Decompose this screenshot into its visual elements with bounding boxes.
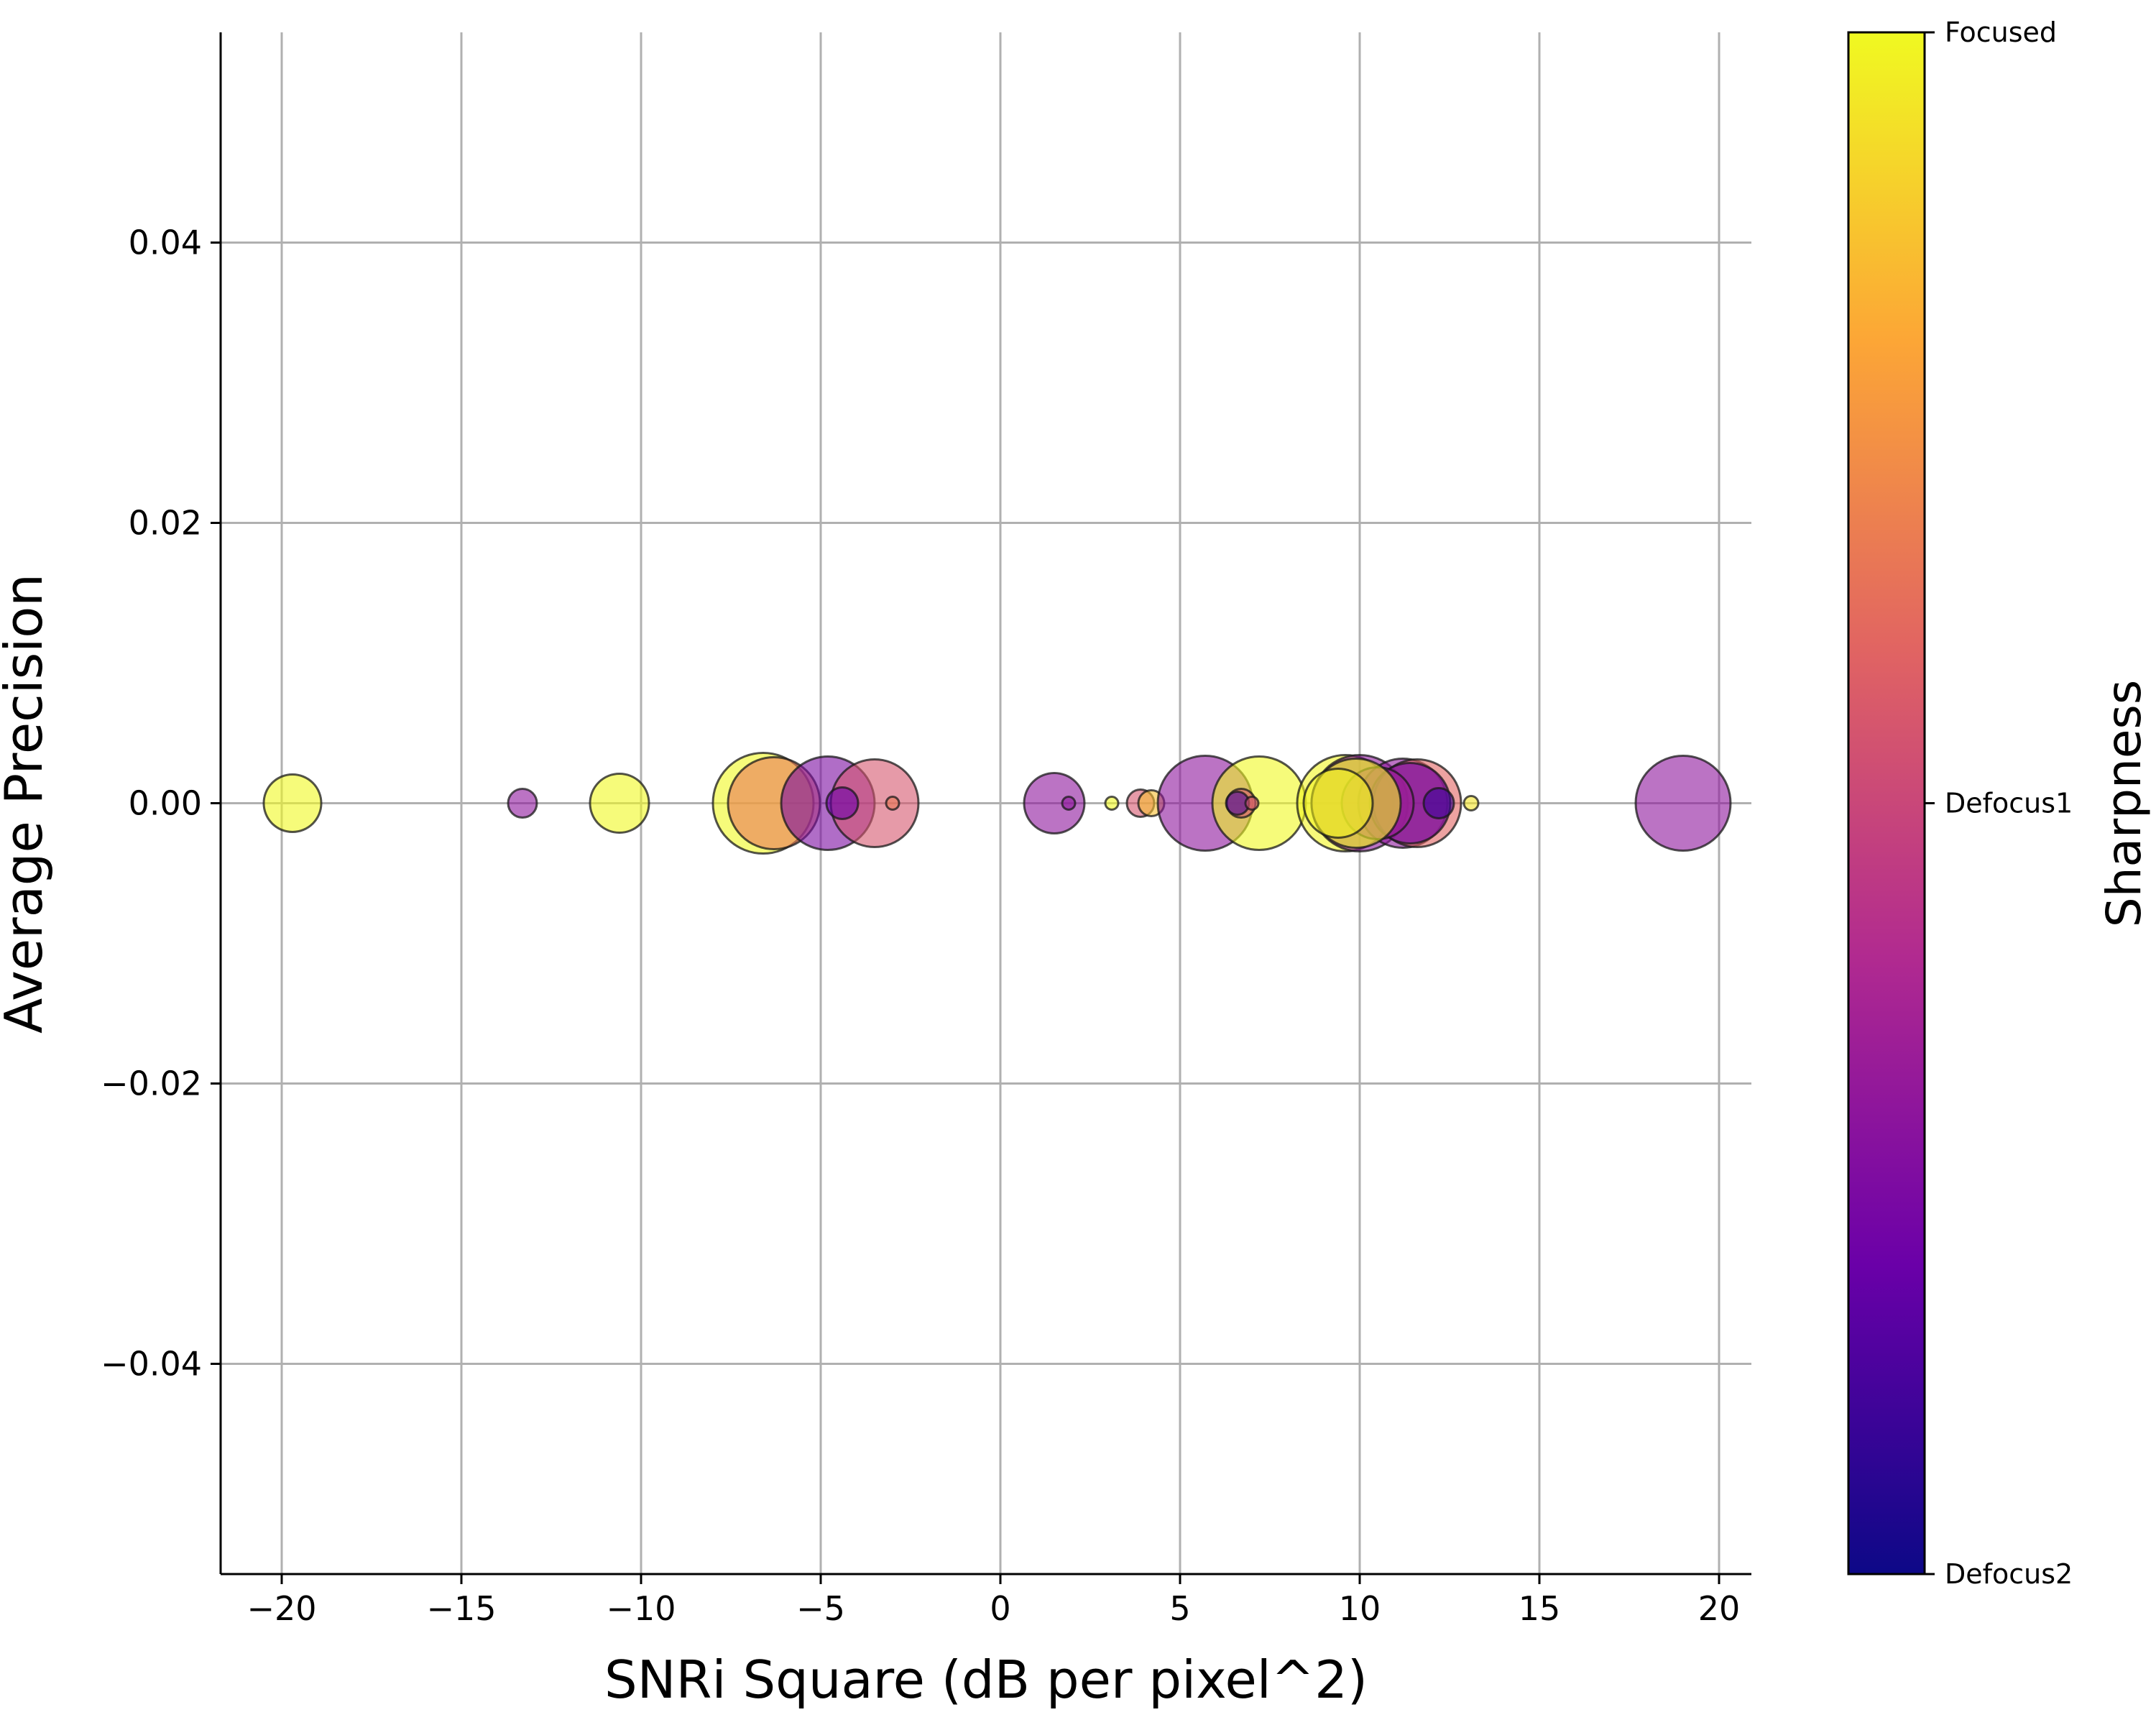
- scatter-point: [507, 788, 538, 819]
- x-tick-label: −5: [796, 1589, 845, 1628]
- colorbar: [1847, 31, 1926, 1576]
- scatter-point: [1302, 768, 1374, 839]
- y-axis-title: Average Precision: [0, 574, 54, 1034]
- scatter-point: [1244, 796, 1260, 811]
- x-tick-label: 15: [1519, 1589, 1561, 1628]
- y-tick-label: 0.04: [129, 224, 202, 262]
- scatter-point: [1634, 755, 1732, 852]
- scatter-point: [589, 773, 650, 834]
- x-tick-label: −15: [426, 1589, 496, 1628]
- scatter-point: [1422, 787, 1455, 819]
- x-tick-label: 20: [1698, 1589, 1741, 1628]
- scatter-point: [885, 796, 900, 811]
- axis-ticks: −20 −15 −10 −5 0 5 10 15 20 0.04 0.02 0.00 −0.02 −0.0…: [101, 224, 1740, 1629]
- x-tick-label: 0: [990, 1589, 1010, 1628]
- scatter-point: [1061, 796, 1077, 811]
- x-tick-label: −20: [247, 1589, 316, 1628]
- colorbar-tick-label: Defocus2: [1945, 1558, 2073, 1590]
- y-tick-label: −0.02: [101, 1064, 202, 1103]
- y-tick-label: −0.04: [101, 1345, 202, 1384]
- x-tick-label: 5: [1169, 1589, 1190, 1628]
- x-tick-label: 10: [1339, 1589, 1381, 1628]
- scatter-point: [1462, 795, 1480, 811]
- scatter-point: [1023, 772, 1086, 834]
- colorbar-tick-label: Defocus1: [1945, 788, 2073, 819]
- data-points: [262, 752, 1732, 855]
- x-axis-title: SNRi Square (dB per pixel^2): [604, 1650, 1368, 1710]
- grid-lines: [221, 32, 1751, 1574]
- y-tick-label: 0.02: [129, 504, 202, 543]
- colorbar-ticks: Defocus2 Defocus1 Focused: [1925, 17, 2073, 1590]
- y-tick-label: 0.00: [129, 784, 202, 823]
- scatter-point: [825, 786, 860, 820]
- x-tick-label: −10: [606, 1589, 676, 1628]
- colorbar-tick-label: Focused: [1945, 17, 2057, 48]
- colorbar-title: Sharpness: [2096, 680, 2152, 927]
- scatter-point: [1104, 796, 1120, 811]
- scatter-point: [262, 773, 323, 833]
